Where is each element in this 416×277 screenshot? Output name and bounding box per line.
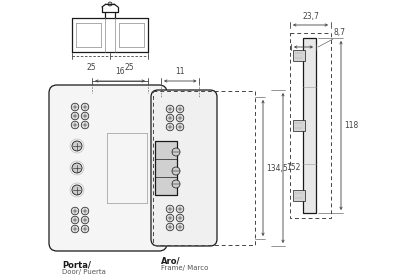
Circle shape [71,121,79,129]
Circle shape [176,105,184,113]
Circle shape [176,114,184,122]
Bar [303,38,316,213]
Bar [153,91,255,245]
Circle shape [71,112,79,120]
Text: Door/ Puerta: Door/ Puerta [62,269,106,275]
Circle shape [71,225,79,233]
Circle shape [81,121,89,129]
FancyBboxPatch shape [151,90,217,246]
Text: 152: 152 [286,163,300,173]
Circle shape [166,214,174,222]
Circle shape [166,105,174,113]
Bar [290,33,331,218]
Circle shape [172,167,180,175]
Circle shape [71,207,79,215]
Circle shape [81,225,89,233]
Text: 25: 25 [86,63,96,72]
Bar [293,190,305,201]
Text: 11: 11 [176,67,185,76]
Circle shape [166,123,174,131]
Text: 134,5: 134,5 [266,163,288,173]
Circle shape [81,103,89,111]
Bar [293,50,305,61]
Circle shape [71,216,79,224]
Circle shape [71,103,79,111]
Text: 25: 25 [124,63,134,72]
Circle shape [72,141,82,151]
Circle shape [81,216,89,224]
Circle shape [176,223,184,231]
Text: Porta/: Porta/ [62,261,91,270]
Bar [293,120,305,131]
Text: 8,7: 8,7 [334,28,346,37]
Circle shape [81,207,89,215]
FancyBboxPatch shape [49,85,167,251]
Circle shape [176,205,184,213]
Circle shape [72,185,82,195]
Circle shape [176,214,184,222]
Text: 23,7: 23,7 [302,12,319,21]
Circle shape [166,114,174,122]
Text: Aro/: Aro/ [161,257,181,266]
Text: 16: 16 [115,67,125,76]
Bar [155,141,177,195]
Circle shape [108,2,112,6]
Circle shape [166,205,174,213]
Circle shape [172,148,180,156]
Circle shape [172,180,180,188]
Circle shape [81,112,89,120]
Circle shape [166,223,174,231]
Text: 118: 118 [344,121,358,130]
Circle shape [72,163,82,173]
Text: Frame/ Marco: Frame/ Marco [161,265,208,271]
Circle shape [176,123,184,131]
